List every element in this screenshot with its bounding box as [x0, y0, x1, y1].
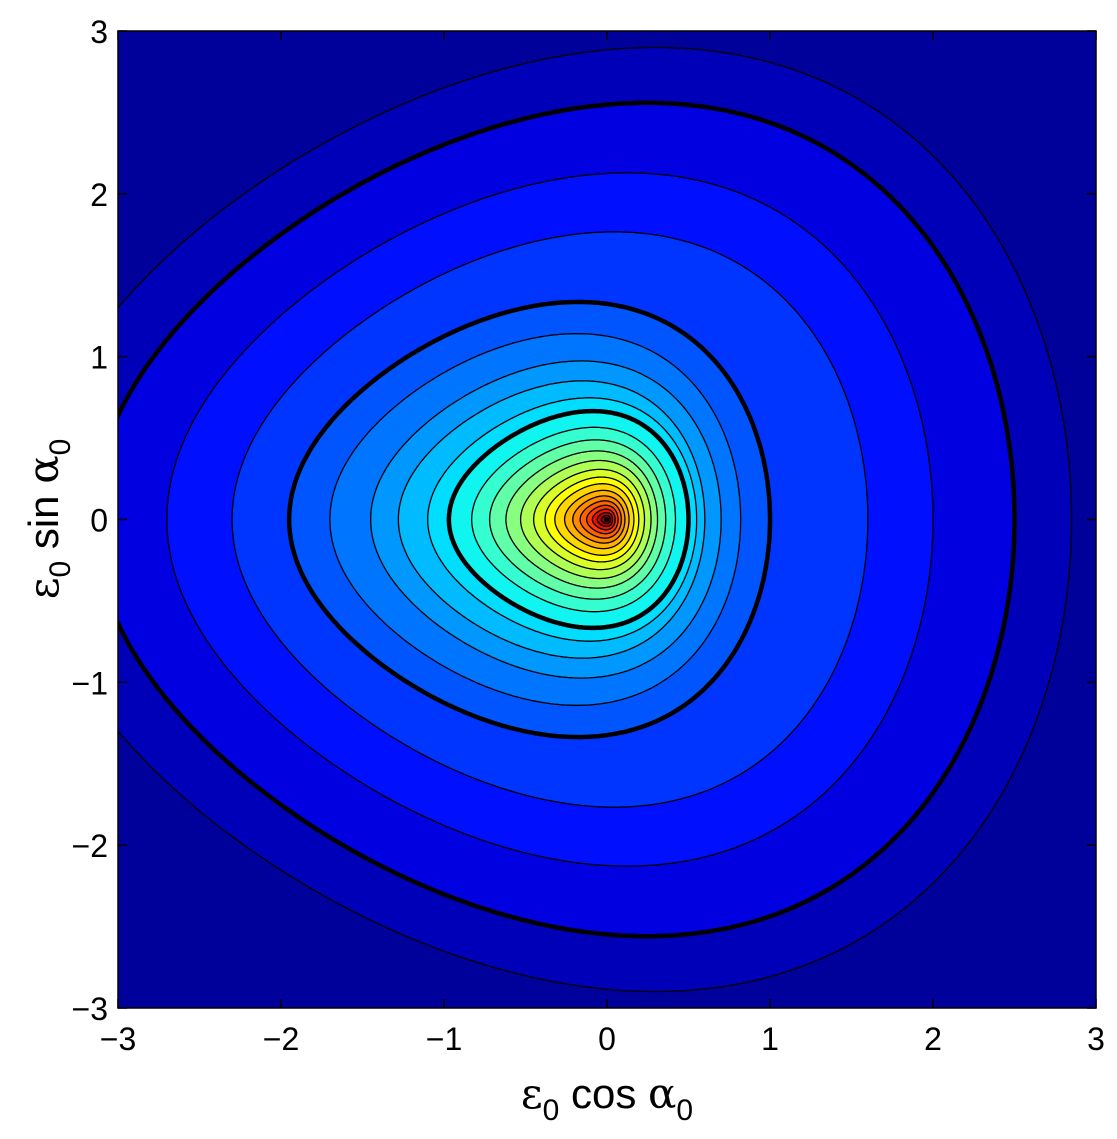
y-tick-label: −2 [72, 828, 108, 864]
tick-group: −3 −2 −1 0 1 2 3 −3 −2 −1 0 1 2 3 [72, 14, 1105, 1057]
y-tick-label: 0 [90, 503, 108, 539]
y-tick-label: 3 [90, 14, 108, 50]
y-axis-label: ε0 sin α0 [19, 439, 77, 600]
x-tick-label: −1 [426, 1021, 462, 1057]
x-tick-label: 2 [924, 1021, 942, 1057]
x-axis-label: ε0 cos α0 [521, 1069, 693, 1127]
contour-peak [605, 517, 609, 522]
y-tick-label: −3 [72, 991, 108, 1027]
x-tick-label: 1 [761, 1021, 779, 1057]
x-tick-label: 3 [1087, 1021, 1105, 1057]
contour-fill-group [118, 46, 1073, 993]
x-tick-label: −3 [100, 1021, 136, 1057]
y-tick-label: 1 [90, 340, 108, 376]
x-tick-label: −2 [263, 1021, 299, 1057]
y-tick-label: 2 [90, 177, 108, 213]
y-tick-label: −1 [72, 665, 108, 701]
x-tick-label: 0 [598, 1021, 616, 1057]
